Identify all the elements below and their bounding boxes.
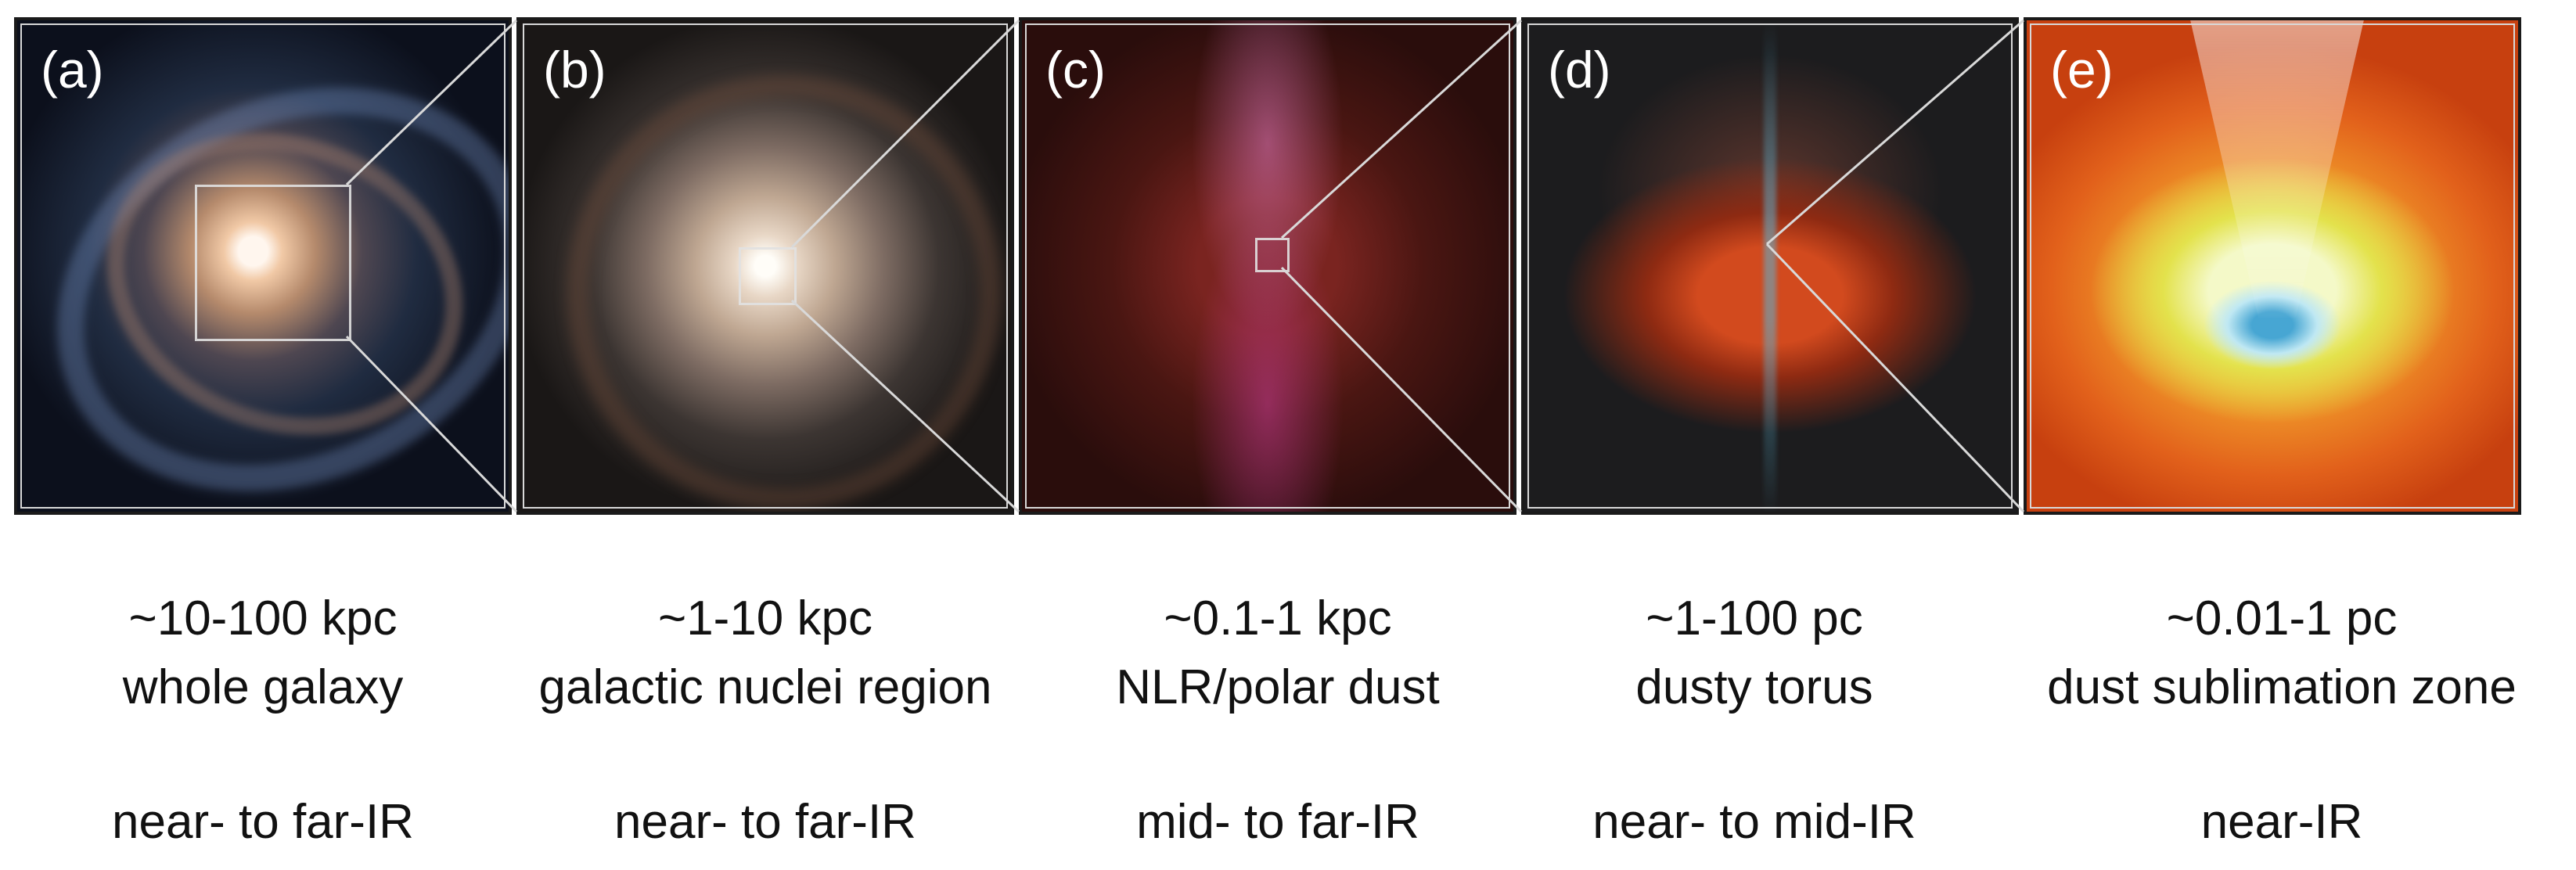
scale-label-d: ~1-100 pc [1646,591,1863,645]
caption-e: ~0.01-1 pc dust sublimation zone near-IR [2000,595,2563,853]
scale-label-a: ~10-100 kpc [128,591,398,645]
panel-c-nlr-polar-dust-image: (c) [1019,17,1516,515]
panel-inner-frame [20,23,505,509]
scale-label-e: ~0.01-1 pc [2166,591,2398,645]
caption-b: ~1-10 kpc galactic nuclei region near- t… [495,595,1036,853]
zoom-box-a [195,185,351,341]
region-label-e: dust sublimation zone [2047,660,2517,714]
band-label-b: near- to far-IR [614,795,916,849]
region-label-b: galactic nuclei region [538,660,992,714]
caption-a: ~10-100 kpc whole galaxy near- to far-IR [0,595,526,853]
zoom-box-b [739,247,797,305]
panel-inner-frame [2030,23,2515,509]
panel-inner-frame [1025,23,1510,509]
zoom-box-c [1255,238,1290,272]
scale-label-c: ~0.1-1 kpc [1164,591,1392,645]
panel-a-letter: (a) [41,41,104,99]
panel-e-dust-sublimation-image: (e) [2024,17,2521,515]
band-label-a: near- to far-IR [112,795,414,849]
band-label-d: near- to mid-IR [1592,795,1916,849]
panel-d-letter: (d) [1548,41,1611,99]
region-label-c: NLR/polar dust [1116,660,1440,714]
region-label-d: dusty torus [1635,660,1873,714]
panel-d-dusty-torus-image: (d) [1521,17,2019,515]
panel-b-galactic-nuclei-image: (b) [516,17,1014,515]
scale-label-b: ~1-10 kpc [657,591,872,645]
caption-d: ~1-100 pc dusty torus near- to mid-IR [1521,595,1988,853]
band-label-c: mid- to far-IR [1136,795,1419,849]
panel-b-letter: (b) [543,41,606,99]
panel-a-whole-galaxy-image: (a) [14,17,512,515]
panel-inner-frame [523,23,1008,509]
caption-c: ~0.1-1 kpc NLR/polar dust mid- to far-IR [1019,595,1537,853]
band-label-e: near-IR [2200,795,2363,849]
panel-c-letter: (c) [1045,41,1106,99]
panel-e-letter: (e) [2050,41,2114,99]
region-label-a: whole galaxy [122,660,404,714]
